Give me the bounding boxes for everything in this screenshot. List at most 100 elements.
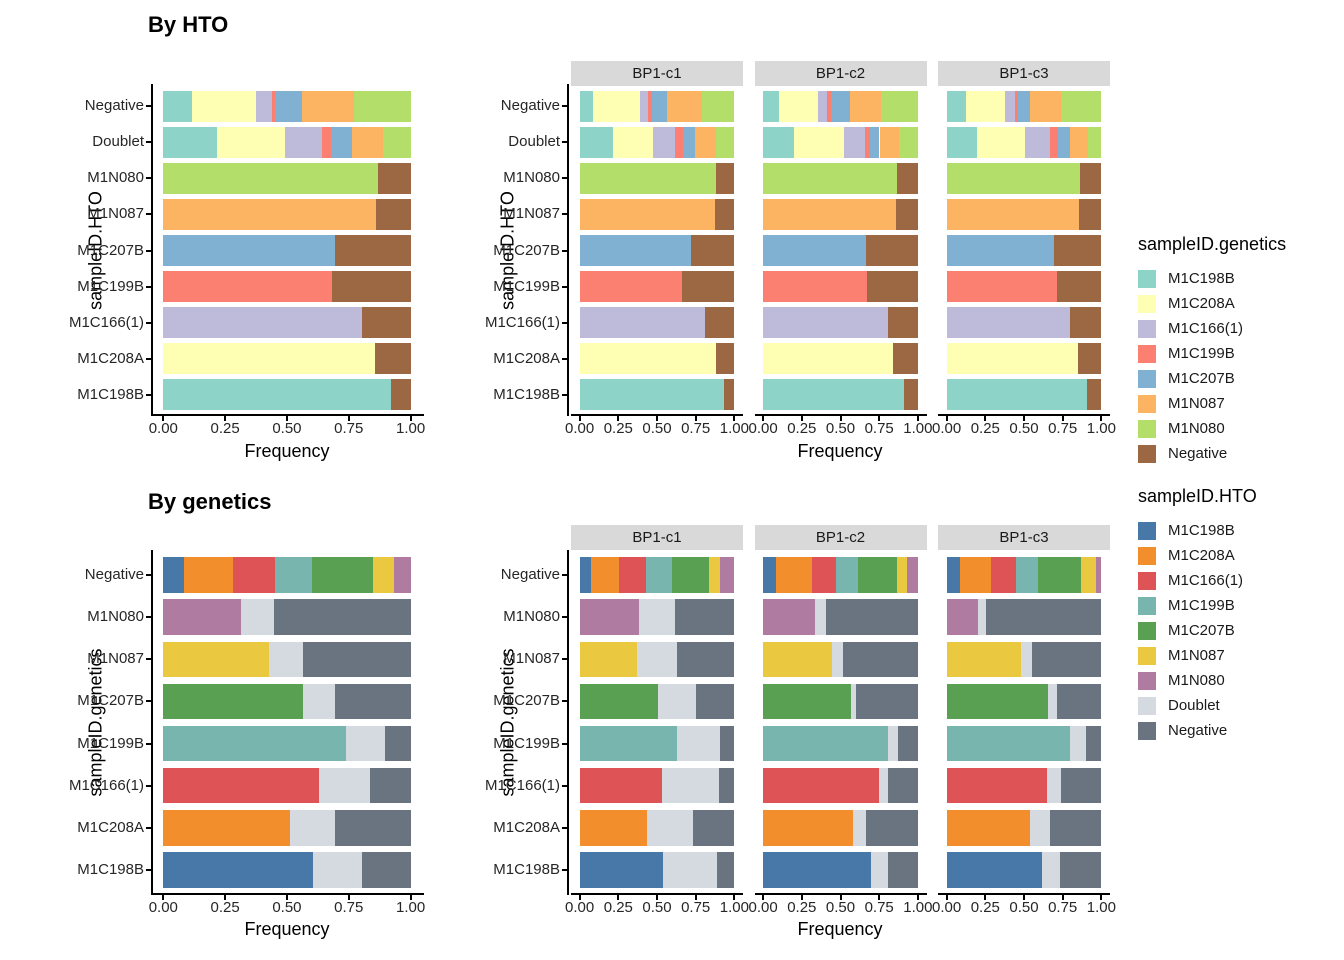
y-tick [146,616,151,619]
bar-segment-M1N080 [1088,126,1102,158]
y-tick-label: M1C208A [77,818,144,836]
bar-segment-Negative [1085,725,1102,762]
bar-segment-Doublet [850,683,857,720]
x-tick-label: 0.50 [642,899,672,916]
y-tick [562,393,567,396]
bar-segment-M1N087 [1080,557,1096,593]
legend-hto-key-swatch [1138,721,1156,740]
legend-genetics-label: M1N080 [1168,420,1225,437]
x-tick-label: 0.25 [787,899,817,916]
x-tick-label: 0.75 [334,899,364,916]
legend-sampleID-HTO: sampleID.HTO M1C198B M1C208A M1C166(1) M1C1… [1138,486,1257,743]
bar-segment-M1N080 [394,557,411,593]
bar-segment-Negative [1031,641,1102,678]
y-tick [146,700,151,703]
x-tick-label: 0.00 [564,420,595,437]
x-tick-label: 1.00 [1086,420,1116,437]
bar-row-Negative [163,557,411,593]
bar-segment-M1C198B [163,126,217,158]
x-axis-line [571,414,743,416]
bar-row-M1C198B [763,852,918,888]
legend-hto-label: Negative [1168,722,1228,739]
bar-segment-M1N080 [719,557,735,593]
bar-segment-M1C208A [763,810,854,846]
bar-segment-M1C198B [579,557,592,593]
y-tick [562,616,567,619]
y-tick [146,868,151,871]
x-tick-label: 0.00 [148,899,178,916]
x-tick-label: 0.00 [931,420,962,437]
y-axis-line [567,84,569,416]
bar-segment-Negative [896,162,918,194]
legend-genetics-label: M1N087 [1168,395,1225,412]
legend-genetics-item-M1C208A: M1C208A [1138,291,1286,316]
bar-segment-Doublet [269,641,303,678]
bar-row-Doublet [163,126,411,158]
bar-segment-M1N087 [579,641,637,678]
bar-segment-M1C207B [331,126,353,158]
x-tick-label: 0.50 [272,899,302,916]
bar-segment-M1C207B [1037,557,1081,593]
y-tick [146,321,151,324]
legend-genetics-label: M1C166(1) [1168,320,1244,337]
y-tick-label: M1N087 [87,650,144,668]
bar-segment-Negative [856,683,918,720]
bar-row-M1N080 [763,599,918,635]
y-tick-label: M1N080 [503,608,560,626]
legend-genetics-label: M1C199B [1168,345,1235,362]
bar-segment-Negative [695,683,735,720]
bar-segment-M1C199B [648,90,652,122]
bar-segment-M1N087 [695,126,717,158]
bar-segment-Doublet [832,641,843,678]
bar-segment-M1C207B [275,90,302,122]
legend-hto-item-M1C199B: M1C199B [1138,593,1257,618]
bar-segment-M1C207B [579,235,691,266]
bar-segment-M1C207B [671,557,709,593]
bar-segment-M1C208A [775,557,812,593]
x-tick [984,895,987,900]
bar-row-M1C208A [163,343,411,375]
x-tick [656,895,658,900]
bar-row-M1C198B [579,379,735,411]
y-tick [146,658,151,661]
bar-row-M1C208A [946,810,1102,846]
x-tick-label: 1.00 [903,420,933,437]
bar-segment-Negative [714,198,735,230]
bar-segment-M1C166(1) [946,767,1048,804]
bar-row-M1C207B [946,235,1102,266]
bar-row-Negative [163,90,411,122]
bar-segment-M1C208A [216,126,286,158]
bar-segment-Negative [865,235,918,266]
bar-segment-Negative [332,271,411,303]
x-tick [984,416,987,421]
bar-segment-Negative [1087,379,1102,411]
facet-strip: BP1-c1 [571,525,743,550]
bar-segment-Doublet [639,599,676,635]
legend-genetics-item-M1C166(1): M1C166(1) [1138,316,1286,341]
y-tick [146,742,151,745]
x-axis-line [754,893,927,895]
legend-hto-label: M1C198B [1168,522,1235,539]
bar-segment-M1C199B [579,271,682,303]
y-tick [146,784,151,787]
bar-segment-M1C208A [966,90,1006,122]
bar-segment-M1N080 [1095,557,1102,593]
bar-segment-M1C199B [946,271,1058,303]
bar-segment-Negative [887,852,918,888]
bar-segment-M1C208A [794,126,844,158]
bar-segment-Negative [865,810,918,846]
bar-row-M1C166(1) [579,307,735,339]
legend-genetics-item-M1C199B: M1C199B [1138,341,1286,366]
bar-segment-Negative [302,641,411,678]
y-tick-label: Negative [500,566,560,584]
legend-genetics-key-swatch [1138,344,1156,363]
bar-segment-M1C208A [946,343,1079,375]
legend-hto-label: Doublet [1168,697,1220,714]
bar-segment-M1C208A [591,557,620,593]
bar-segment-M1N087 [1030,90,1061,122]
bar-segment-Negative [378,162,411,194]
bar-row-M1C198B [579,852,735,888]
x-tick [694,416,697,421]
x-tick [800,416,803,421]
bar-row-M1N080 [579,599,735,635]
